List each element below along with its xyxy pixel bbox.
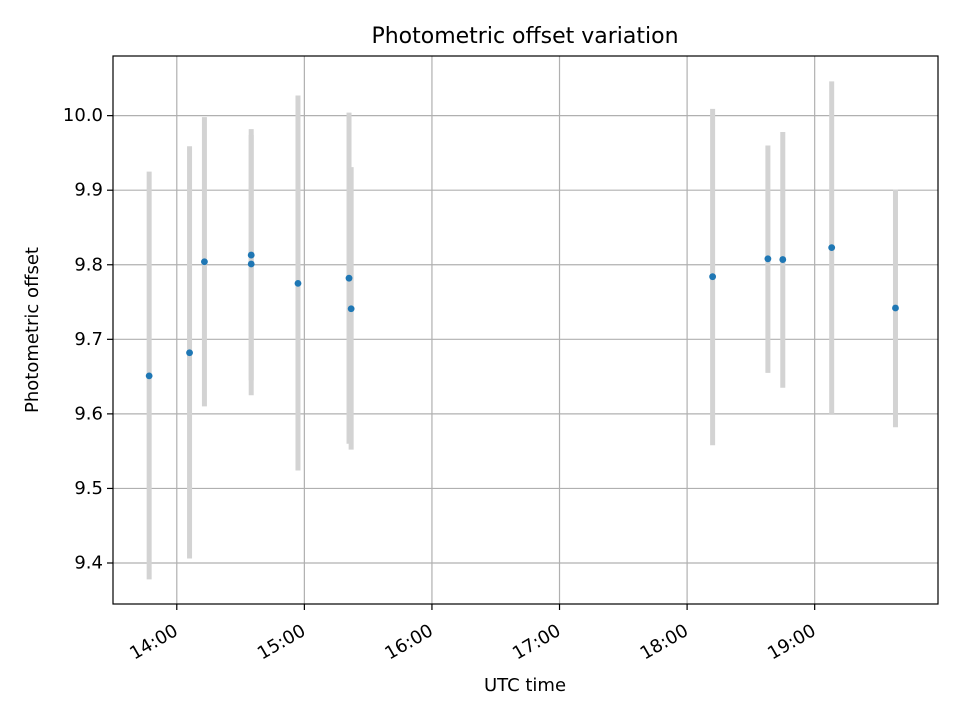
data-point — [347, 305, 355, 313]
x-axis-label: UTC time — [484, 675, 566, 696]
x-tick-label: 18:00 — [637, 620, 692, 664]
data-point — [145, 372, 153, 380]
plot-frame — [112, 55, 939, 605]
y-tick-label: 9.6 — [74, 403, 103, 424]
y-tick-label: 9.7 — [74, 329, 103, 350]
data-point — [779, 256, 787, 263]
y-axis-label: Photometric offset — [22, 247, 43, 413]
data-point — [201, 258, 208, 266]
data-point — [186, 349, 193, 357]
x-tick-label: 14:00 — [126, 620, 181, 664]
x-tick-label: 17:00 — [509, 620, 564, 664]
y-tick-label: 9.9 — [74, 180, 103, 201]
data-point — [828, 244, 836, 252]
grid-lines — [113, 56, 938, 604]
x-tick-label: 15:00 — [254, 620, 309, 664]
data-point — [764, 255, 772, 263]
y-tick-label: 9.4 — [74, 552, 103, 573]
data-points — [145, 244, 899, 380]
x-axis-ticks: 14:00 15:00 16:00 17:00 18:00 19:00 — [126, 604, 820, 664]
x-tick-label: 16:00 — [381, 620, 436, 664]
y-axis-ticks: 9.4 9.5 9.6 9.7 9.8 9.9 10.0 — [63, 105, 113, 573]
data-point — [892, 304, 899, 312]
data-point — [294, 280, 302, 287]
y-tick-label: 9.5 — [74, 478, 103, 499]
y-tick-label: 9.8 — [74, 254, 103, 275]
data-point — [709, 273, 717, 281]
y-tick-label: 10.0 — [63, 105, 103, 126]
data-point — [247, 260, 255, 268]
data-point — [345, 274, 353, 282]
chart-title: Photometric offset variation — [371, 24, 678, 49]
x-tick-label: 19:00 — [764, 620, 819, 664]
data-point — [247, 251, 255, 259]
error-bars — [146, 81, 898, 580]
